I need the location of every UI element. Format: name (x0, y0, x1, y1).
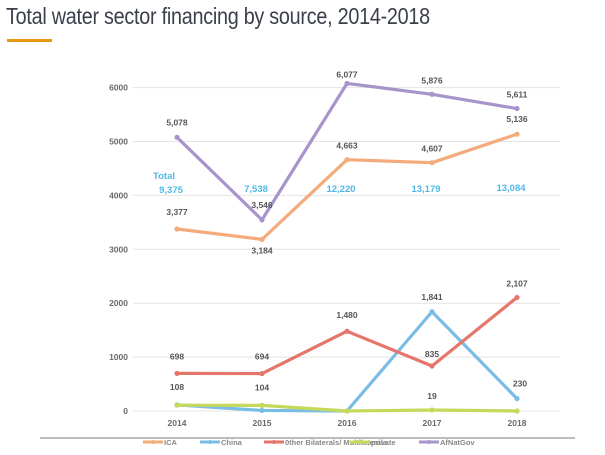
legend-marker (272, 440, 276, 444)
y-tick-label: 3000 (109, 244, 128, 254)
data-label: 5,611 (507, 90, 528, 100)
legend-marker (358, 440, 362, 444)
data-point (344, 157, 350, 163)
data-point (429, 91, 435, 97)
x-tick-label: 2016 (338, 418, 357, 428)
data-point (259, 236, 265, 242)
series-line-other-bilaterals-multilaterals (175, 295, 519, 376)
legend-marker (151, 440, 155, 444)
legend-label: 0ther Bilaterals/ Multilaterals (285, 438, 387, 447)
y-tick-label: 6000 (109, 83, 128, 93)
data-point (429, 309, 435, 315)
data-label: 3,377 (166, 207, 188, 217)
x-tick-label: 2015 (253, 418, 272, 428)
legend: ICA China 0ther Bilaterals/ Multilateralsp… (143, 438, 475, 447)
y-tick-label: 1000 (109, 352, 128, 362)
data-label: 3,184 (251, 245, 273, 255)
y-tick-label: 2000 (109, 298, 128, 308)
data-point (429, 407, 435, 413)
total-value: 7,538 (244, 184, 268, 195)
data-point (174, 402, 180, 408)
data-label: 104 (255, 382, 269, 392)
total-value: 12,220 (326, 184, 355, 195)
legend-label: private (371, 438, 396, 447)
data-point (344, 80, 350, 87)
series-lines (174, 80, 520, 414)
y-tick-label: 0 (123, 406, 128, 416)
data-point (429, 363, 435, 369)
x-tick-label: 2014 (168, 418, 187, 428)
data-labels: 3,377 3,184 4,663 4,607 5,136 1,841 230 698 694 1… (166, 69, 528, 401)
data-point (514, 105, 520, 112)
y-tick-label: 4000 (109, 190, 128, 200)
data-point (174, 370, 180, 376)
data-point (259, 407, 265, 414)
chart-title: Total water sector financing by source, … (6, 3, 430, 29)
total-value: 13,179 (411, 184, 440, 195)
data-label: 694 (255, 352, 269, 362)
data-point (344, 328, 350, 334)
y-tick-label: 5000 (109, 137, 128, 147)
data-label: 698 (170, 351, 184, 361)
total-annotations: Total 9,375 7,538 12,220 13,179 13,084 (153, 171, 526, 196)
data-point (514, 131, 520, 137)
data-point (429, 160, 435, 166)
data-label: 19 (427, 391, 437, 401)
data-point (174, 226, 180, 232)
y-axis-ticks: 0 1000 2000 3000 4000 5000 6000 (109, 83, 128, 416)
data-point (259, 402, 265, 408)
data-label: 5,876 (421, 75, 443, 85)
data-label: 108 (170, 382, 184, 392)
data-point (344, 408, 350, 414)
legend-label: China (221, 438, 243, 447)
legend-marker (208, 440, 212, 444)
legend-marker (427, 440, 431, 444)
data-point (514, 294, 520, 301)
x-axis-ticks: 2014 2015 2016 2017 2018 (168, 418, 527, 428)
data-point (259, 217, 265, 223)
data-point (514, 408, 520, 414)
data-label: 3,546 (251, 200, 273, 210)
x-tick-label: 2017 (423, 418, 442, 428)
data-label: 1,841 (421, 292, 443, 302)
legend-label: ICA (164, 438, 178, 447)
series-line-china (175, 310, 519, 413)
legend-label: AfNatGov (440, 438, 475, 447)
total-value: 13,084 (496, 183, 526, 194)
data-label: 2,107 (506, 278, 528, 288)
data-label: 835 (425, 349, 439, 359)
data-label: 5,078 (166, 117, 188, 127)
data-label: 4,607 (421, 144, 443, 154)
data-label: 5,136 (506, 114, 528, 124)
data-label: 230 (513, 379, 527, 389)
data-label: 4,663 (336, 141, 358, 151)
data-label: 6,077 (336, 69, 358, 79)
total-value: 9,375 (159, 185, 183, 196)
total-heading: Total (153, 171, 175, 182)
title-underline (7, 39, 52, 42)
data-label: 1,480 (336, 310, 358, 320)
data-point (514, 396, 520, 402)
data-point (259, 370, 265, 377)
gridlines (133, 87, 560, 412)
data-point (174, 134, 180, 140)
x-tick-label: 2018 (508, 418, 527, 428)
